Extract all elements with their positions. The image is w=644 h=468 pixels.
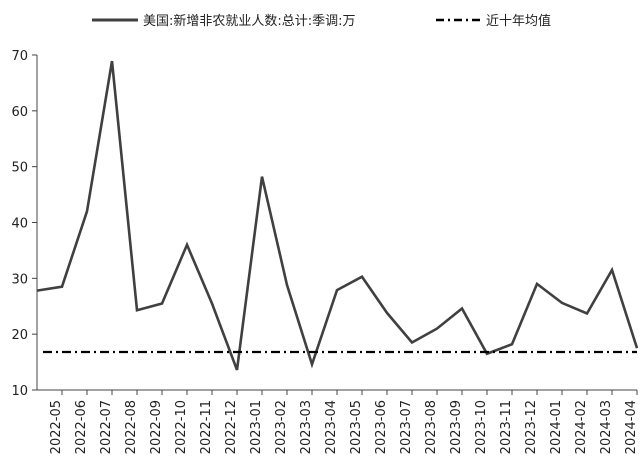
series-line-employment (36, 60, 639, 371)
x-tick-label: 2022-08 (124, 400, 139, 454)
x-tick-label: 2023-11 (499, 400, 514, 454)
x-tick-label: 2022-12 (224, 400, 239, 454)
x-tick-label: 2023-04 (324, 400, 339, 454)
x-tick-label: 2024-04 (624, 400, 639, 454)
x-tick-label: 2023-06 (374, 400, 389, 454)
x-tick-label: 2022-10 (174, 400, 189, 454)
legend: 美国:新增非农就业人数:总计:季调:万 近十年均值 (92, 13, 551, 29)
axes: 10 20 30 40 50 60 70 2022-05 2022-06 2022-07 2022-… (11, 49, 639, 454)
x-tick-label: 2023-08 (424, 400, 439, 454)
y-tick-label: 40 (11, 217, 28, 232)
x-tick-label: 2022-06 (74, 400, 89, 454)
x-tick-label: 2023-02 (274, 400, 289, 454)
x-tick-label: 2022-07 (99, 400, 114, 454)
y-tick-label: 10 (11, 384, 28, 399)
x-tick-label: 2022-09 (149, 400, 164, 454)
x-tick-label: 2023-12 (524, 400, 539, 454)
x-tick-label: 2024-01 (549, 400, 564, 454)
x-tick-label: 2023-05 (349, 400, 364, 454)
legend-label-employment: 美国:新增非农就业人数:总计:季调:万 (143, 13, 356, 29)
x-tick-label: 2023-10 (474, 400, 489, 454)
x-tick-label: 2024-03 (599, 400, 614, 454)
y-tick-label: 20 (11, 328, 28, 343)
x-tick-label: 2022-05 (49, 400, 64, 454)
x-tick-label: 2023-07 (399, 400, 414, 454)
x-tick-label: 2023-01 (249, 400, 264, 454)
x-tick-label: 2023-03 (299, 400, 314, 454)
x-tick-label: 2022-11 (199, 400, 214, 454)
series-lines (36, 60, 639, 371)
x-tick-label: 2023-09 (449, 400, 464, 454)
x-tick-label: 2024-02 (574, 400, 589, 454)
legend-label-ten-year-average: 近十年均值 (486, 13, 551, 29)
y-tick-label: 50 (11, 161, 28, 176)
y-tick-label: 30 (11, 272, 28, 287)
y-tick-label: 60 (11, 105, 28, 120)
y-tick-label: 70 (11, 49, 28, 64)
